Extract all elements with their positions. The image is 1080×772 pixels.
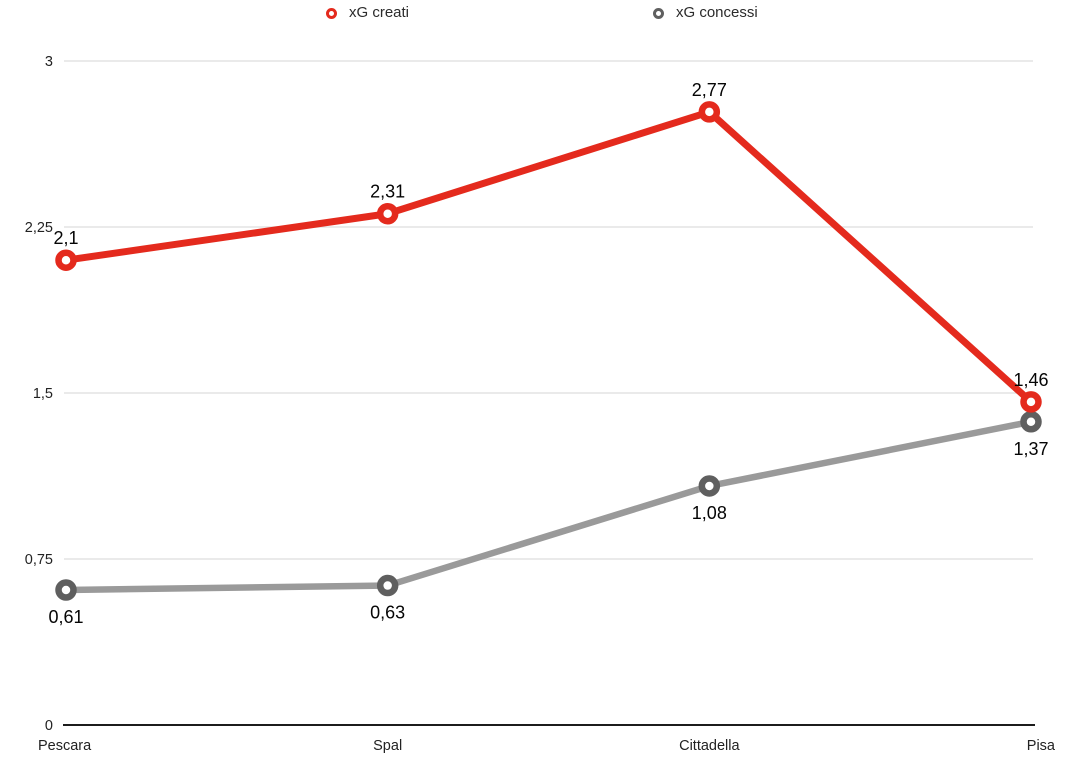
x-axis-category-label: Pisa [1027, 738, 1056, 754]
data-point-label: 2,31 [370, 182, 405, 202]
xg-concessi-legend-marker-icon [653, 7, 664, 19]
y-axis-tick-label: 2,25 [25, 220, 53, 236]
data-point-marker [376, 574, 399, 597]
series-line-xg-concessi [62, 418, 1035, 594]
x-axis-category-label: Pescara [38, 738, 92, 754]
data-point-label: 2,1 [53, 228, 78, 248]
data-point-marker [55, 249, 77, 271]
data-point-marker [55, 579, 77, 601]
data-point-marker [1020, 391, 1042, 413]
data-point-marker [698, 475, 721, 497]
series-line-xg-creati [62, 108, 1035, 406]
y-axis-tick-label: 1,5 [33, 386, 53, 402]
y-axis-tick-label: 0,75 [25, 552, 53, 568]
data-point-label: 1,46 [1013, 370, 1048, 390]
data-point-marker [698, 101, 721, 123]
legend-label-xg-concessi: xG concessi [676, 4, 758, 21]
xg-creati-legend-marker-icon [326, 7, 337, 19]
data-point-label: 1,08 [692, 503, 727, 523]
legend-item-xg-concessi: xG concessi [653, 4, 758, 22]
x-axis-category-label: Spal [373, 738, 402, 754]
y-axis-tick-label: 3 [45, 54, 53, 70]
data-point-label: 2,77 [692, 80, 727, 100]
x-axis-category-label: Cittadella [679, 738, 740, 754]
legend-label-xg-creati: xG creati [349, 4, 410, 21]
data-point-label: 0,63 [370, 603, 405, 623]
data-point-marker [1020, 411, 1042, 433]
data-point-label: 1,37 [1013, 439, 1048, 459]
data-point-label: 0,61 [48, 607, 83, 627]
legend-item-xg-creati: xG creati [326, 4, 409, 22]
y-axis-tick-label: 0 [45, 718, 53, 734]
data-point-marker [376, 202, 399, 225]
